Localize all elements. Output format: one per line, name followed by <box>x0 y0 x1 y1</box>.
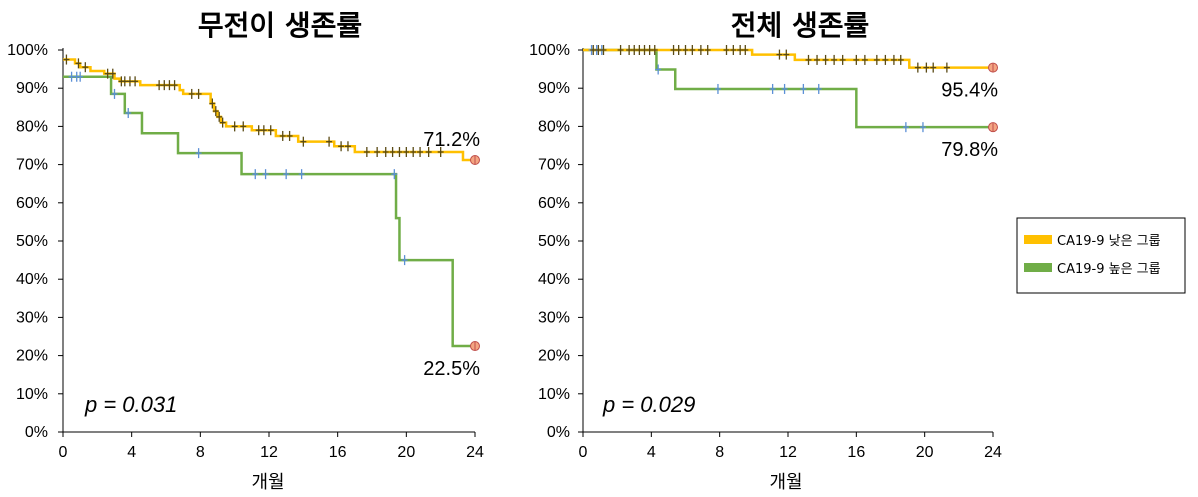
y-tick-label: 0% <box>25 424 48 441</box>
x-tick-label: 12 <box>779 444 797 461</box>
legend-label-low: CA19-9 낮은 그룹 <box>1057 234 1161 249</box>
x-tick-label: 24 <box>984 444 1002 461</box>
legend: CA19-9 낮은 그룹 CA19-9 높은 그룹 <box>1016 217 1186 294</box>
y-tick-label: 70% <box>538 157 570 174</box>
series-line <box>583 48 993 69</box>
y-tick-label: 90% <box>538 80 570 97</box>
y-tick-label: 10% <box>538 386 570 403</box>
end-value-label: 79.8% <box>941 139 998 161</box>
y-tick-label: 60% <box>538 195 570 212</box>
legend-label-high: CA19-9 높은 그룹 <box>1057 262 1161 277</box>
x-tick-label: 0 <box>579 444 588 461</box>
y-tick-label: 20% <box>538 348 570 365</box>
x-axis-label: 개월 <box>769 472 802 493</box>
x-tick-label: 20 <box>916 444 934 461</box>
legend-swatch-low <box>1024 235 1052 244</box>
y-tick-label: 30% <box>16 309 48 326</box>
end-value-label: 71.2% <box>423 129 480 151</box>
x-tick-label: 8 <box>196 444 205 461</box>
y-tick-label: 0% <box>547 424 570 441</box>
p-value-label: p = 0.029 <box>602 392 695 417</box>
end-value-label: 95.4% <box>941 80 998 102</box>
y-tick-label: 50% <box>16 233 48 250</box>
chart-panel-disease-free-survival: 무전이 생존률 0% 10% 20% 30% 40% 50% 60% 70% 80% 90% 100… <box>7 9 484 493</box>
legend-swatch-high <box>1024 263 1052 272</box>
legend-box <box>1016 217 1186 294</box>
end-value-label: 22.5% <box>423 358 480 380</box>
x-tick-label: 16 <box>329 444 347 461</box>
y-tick-label: 80% <box>16 118 48 135</box>
y-tick-labels: 0% 10% 20% 30% 40% 50% 60% 70% 80% 90% 100% <box>529 42 570 441</box>
y-tick-label: 30% <box>538 309 570 326</box>
chart-title: 전체 생존률 <box>731 9 870 42</box>
p-value-label: p = 0.031 <box>84 392 177 417</box>
series-line <box>583 48 993 129</box>
chart-title: 무전이 생존률 <box>198 9 362 42</box>
x-axis-label: 개월 <box>251 472 284 493</box>
axes <box>58 48 476 437</box>
x-tick-labels: 0 4 8 12 16 20 24 <box>59 444 484 461</box>
y-tick-label: 100% <box>529 42 570 59</box>
y-tick-label: 40% <box>538 271 570 288</box>
x-tick-label: 4 <box>127 444 136 461</box>
x-tick-label: 16 <box>847 444 865 461</box>
y-tick-label: 70% <box>16 157 48 174</box>
plot-area: 79.8% 95.4% <box>583 45 998 161</box>
x-tick-label: 4 <box>647 444 656 461</box>
x-tick-labels: 0 4 8 12 16 20 24 <box>579 444 1002 461</box>
y-tick-label: 100% <box>7 42 48 59</box>
y-tick-label: 60% <box>16 195 48 212</box>
x-tick-label: 24 <box>466 444 484 461</box>
y-tick-label: 40% <box>16 271 48 288</box>
y-tick-label: 20% <box>16 348 48 365</box>
series-line <box>63 75 475 348</box>
x-tick-label: 12 <box>260 444 278 461</box>
x-tick-label: 8 <box>715 444 724 461</box>
x-tick-label: 0 <box>59 444 68 461</box>
y-tick-label: 50% <box>538 233 570 250</box>
plot-area: 22.5% 71.2% <box>63 54 480 380</box>
y-tick-label: 90% <box>16 80 48 97</box>
x-tick-label: 20 <box>397 444 415 461</box>
chart-panel-overall-survival: 전체 생존률 0% 10% 20% 30% 40% 50% 60% 70% 80% 90% 100%… <box>529 9 1002 493</box>
axes <box>578 48 994 437</box>
y-tick-label: 80% <box>538 118 570 135</box>
y-tick-label: 10% <box>16 386 48 403</box>
y-tick-labels: 0% 10% 20% 30% 40% 50% 60% 70% 80% 90% 100% <box>7 42 48 441</box>
